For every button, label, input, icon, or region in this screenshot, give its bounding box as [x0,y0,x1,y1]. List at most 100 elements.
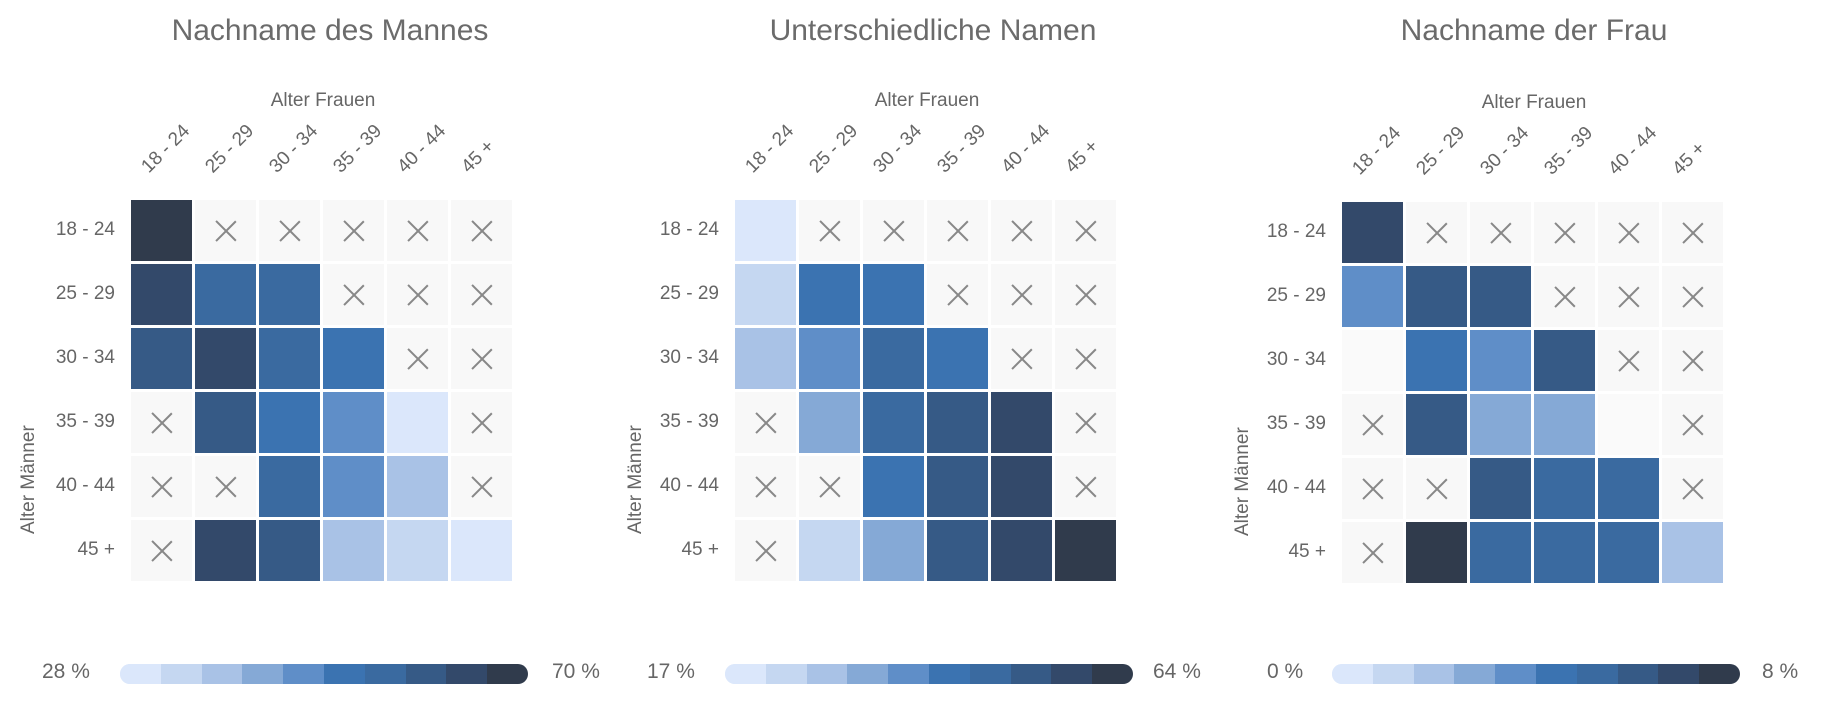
color-scale-bar [725,664,1133,684]
no-data-icon [1011,220,1033,242]
color-scale-segment [806,664,848,684]
color-scale-handle [1332,664,1352,684]
column-tick-label: 40 - 44 [393,120,451,178]
color-scale-segment [1010,664,1052,684]
no-data-icon [1682,222,1704,244]
color-scale-segment [446,664,488,684]
heatmap-cell [799,264,860,325]
no-data-icon [215,476,237,498]
color-scale-handle [120,664,140,684]
row-tick-label: 40 - 44 [55,475,115,496]
heatmap-cell [451,392,512,453]
legend-max-label: 8 % [1762,660,1799,683]
heatmap-cell [735,200,796,261]
color-scale-segment [1658,664,1700,684]
no-data-icon [343,220,365,242]
heatmap-cell [1055,456,1116,517]
heatmap-cell [1470,266,1531,327]
heatmap-cell [259,264,320,325]
heatmap-cell [735,520,796,581]
heatmap-cell [195,520,256,581]
no-data-icon [755,412,777,434]
row-tick-label: 18 - 24 [1266,221,1326,242]
heatmap-cell [1406,522,1467,583]
heatmap-cell [735,264,796,325]
no-data-icon [755,476,777,498]
heatmap-cell [131,264,192,325]
heatmap-cell [927,456,988,517]
no-data-icon [1075,284,1097,306]
heatmap-cell [1534,202,1595,263]
no-data-icon [407,284,429,306]
heatmap-cell [131,392,192,453]
column-tick-label: 30 - 34 [265,120,323,178]
heatmap-cell [323,392,384,453]
heatmap-cell [1598,394,1659,455]
no-data-icon [471,412,493,434]
legend-max-label: 70 % [552,660,600,683]
no-data-icon [1075,220,1097,242]
no-data-icon [1490,222,1512,244]
legend-min-label: 17 % [647,660,695,683]
heatmap-cell [735,392,796,453]
column-tick-label: 40 - 44 [1604,122,1662,180]
heatmap-cell [863,520,924,581]
no-data-icon [1618,350,1640,372]
heatmap-cell [1598,266,1659,327]
heatmap-cell [195,264,256,325]
heatmap-cell [1598,522,1659,583]
color-scale-handle [725,664,745,684]
heatmap-cell [1055,200,1116,261]
heatmap-cell [1662,266,1723,327]
row-tick-label: 40 - 44 [659,475,719,496]
heatmap-cell [799,200,860,261]
color-scale-bar [120,664,528,684]
color-scale-segment [969,664,1011,684]
column-tick-label: 35 - 39 [1540,122,1598,180]
no-data-icon [151,412,173,434]
heatmap-cell [863,200,924,261]
heatmap-cell [1534,458,1595,519]
color-scale-segment [1454,664,1496,684]
color-scale-segment [405,664,447,684]
heatmap-cell [387,264,448,325]
heatmap-cell [195,328,256,389]
heatmap-cell [195,456,256,517]
heatmap-cell [451,328,512,389]
heatmap-cell [1342,266,1403,327]
heatmap-cell [1534,394,1595,455]
no-data-icon [471,348,493,370]
color-scale-segment [928,664,970,684]
heatmap-cell [1342,202,1403,263]
heatmap-cell [1342,522,1403,583]
heatmap-cell [1470,522,1531,583]
color-scale-segment [201,664,243,684]
no-data-icon [819,476,841,498]
column-tick-label: 18 - 24 [741,120,799,178]
heatmap-cell [991,456,1052,517]
heatmap-cell [1342,330,1403,391]
chart-title: Unterschiedliche Namen [769,14,1097,47]
no-data-icon [1426,222,1448,244]
heatmap-cell [323,520,384,581]
column-tick-label: 25 - 29 [201,120,259,178]
no-data-icon [279,220,301,242]
x-axis-label: Alter Frauen [270,90,376,111]
no-data-icon [1075,412,1097,434]
no-data-icon [407,220,429,242]
heatmap-cell [131,456,192,517]
no-data-icon [1618,286,1640,308]
heatmap-cell [1470,458,1531,519]
legend-min-label: 0 % [1267,660,1304,683]
color-scale-segment [1092,664,1133,684]
color-scale-segment [1617,664,1659,684]
no-data-icon [215,220,237,242]
row-tick-label: 45 + [77,539,115,560]
column-tick-label: 30 - 34 [1476,122,1534,180]
heatmap-cell [1342,458,1403,519]
heatmap-cell [259,456,320,517]
heatmap-cell [451,520,512,581]
no-data-icon [1011,348,1033,370]
heatmap-cell [387,200,448,261]
no-data-icon [947,284,969,306]
